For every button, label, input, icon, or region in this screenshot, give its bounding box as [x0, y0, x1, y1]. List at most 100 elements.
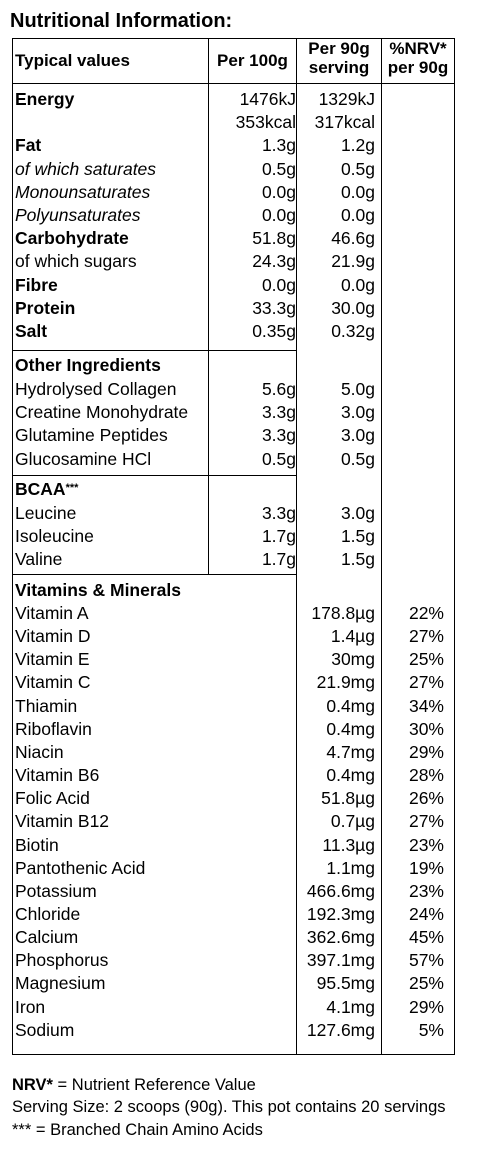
per-90g-value: 46.6g: [331, 228, 375, 249]
per-100g-value: 0.0g: [261, 274, 296, 295]
per-90g-value: 1.1mg: [326, 857, 375, 878]
nrv-percent: 45%: [408, 927, 444, 948]
nrv-footnote: NRV* = Nutrient Reference Value: [12, 1074, 256, 1096]
section-divider: [13, 350, 296, 351]
per-100g-value: 1476kJ: [239, 89, 296, 109]
per-100g-value: 51.8g: [252, 228, 296, 249]
per-90g-value: 0.7µg: [330, 811, 375, 832]
per-100g-value: 33.3g: [252, 297, 296, 318]
nutrition-row: of which sugars 24.3g 21.9g: [13, 250, 456, 273]
per-90g-value: 5.0g: [340, 379, 375, 399]
per-90g-value: 317kcal: [314, 112, 375, 133]
per-90g-value: 0.4mg: [326, 695, 375, 716]
per-100g-value: 1.7g: [261, 549, 296, 570]
page-title: Nutritional Information:: [10, 10, 233, 32]
vitamin-mineral-name: Sodium: [15, 1019, 75, 1040]
ingredient-row: Hydrolysed Collagen 5.6g 5.0g: [13, 378, 456, 401]
nutrient-name: Monounsaturates: [15, 181, 151, 202]
nutrient-name: of which saturates: [15, 158, 157, 179]
vitamin-mineral-row: Sodium 127.6mg 5%: [13, 1019, 456, 1042]
per-90g-value: 3.0g: [340, 503, 375, 523]
vitamin-mineral-row: Vitamin B6 0.4mg 28%: [13, 764, 456, 787]
nrv-percent: 26%: [408, 788, 444, 809]
per-90g-value: 1.5g: [340, 549, 375, 570]
nutrient-name: Salt: [15, 321, 48, 341]
per-90g-value: 0.4mg: [326, 765, 375, 786]
header-divider: [13, 83, 454, 84]
nutrition-row: Fat 1.3g 1.2g: [13, 134, 456, 157]
amino-acid-name: Valine: [15, 549, 63, 570]
nutrient-name: Energy: [15, 89, 75, 109]
vitamin-mineral-name: Calcium: [15, 927, 79, 948]
header-nrv: %NRV* per 90g: [382, 39, 454, 77]
section-divider: [13, 475, 296, 476]
nrv-percent: 5%: [418, 1019, 444, 1040]
per-90g-value: 30.0g: [331, 297, 375, 318]
per-90g-value: 30mg: [331, 649, 375, 670]
nutrient-name: of which sugars: [15, 251, 137, 272]
nutrition-row: 353kcal 317kcal: [13, 111, 456, 134]
serving-size-note: Serving Size: 2 scoops (90g). This pot c…: [12, 1098, 446, 1116]
per-90g-value: 51.8µg: [321, 788, 375, 809]
vitamin-mineral-row: Calcium 362.6mg 45%: [13, 926, 456, 949]
amino-acid-name: Leucine: [15, 503, 77, 523]
nutrient-name: Fibre: [15, 274, 58, 295]
per-90g-value: 362.6mg: [306, 927, 375, 948]
vitamin-mineral-name: Pantothenic Acid: [15, 857, 146, 878]
vitamin-mineral-name: Vitamin B6: [15, 765, 100, 786]
nrv-percent: 34%: [408, 695, 444, 716]
vitamin-mineral-name: Potassium: [15, 880, 97, 901]
header-per-90g-line1: Per 90g: [308, 39, 370, 58]
bcaa-heading-mark: ***: [65, 482, 79, 494]
per-100g-value: 3.3g: [261, 425, 296, 446]
header-nrv-line2: per 90g: [387, 58, 449, 77]
column-divider: [381, 39, 382, 1054]
per-90g-value: 0.0g: [340, 181, 375, 202]
per-90g-value: 0.0g: [340, 205, 375, 225]
nutrient-name: Carbohydrate: [15, 228, 129, 249]
nutrient-name: Polyunsaturates: [15, 205, 141, 225]
per-90g-value: 21.9mg: [316, 672, 375, 693]
per-90g-value: 1.4µg: [330, 626, 375, 647]
header-nrv-line1: %NRV*: [389, 39, 447, 58]
amino-acid-name: Isoleucine: [15, 526, 94, 547]
nrv-percent: 27%: [408, 811, 444, 832]
per-90g-value: 178.8µg: [311, 603, 375, 623]
per-100g-value: 24.3g: [252, 251, 296, 272]
nrv-percent: 29%: [408, 741, 444, 762]
nrv-definition: = Nutrient Reference Value: [52, 1076, 256, 1094]
vitamin-mineral-name: Thiamin: [15, 695, 78, 716]
vitamin-mineral-row: Chloride 192.3mg 24%: [13, 903, 456, 926]
vitamin-mineral-name: Vitamin C: [15, 672, 91, 693]
per-100g-value: 1.7g: [261, 526, 296, 547]
per-100g-value: 353kcal: [235, 112, 296, 133]
nutrition-row: Protein 33.3g 30.0g: [13, 297, 456, 320]
nutrition-row: of which saturates 0.5g 0.5g: [13, 158, 456, 181]
section-divider: [13, 574, 296, 575]
bcaa-heading-label: BCAA: [15, 479, 66, 499]
per-90g-value: 397.1mg: [306, 950, 375, 971]
nrv-percent: 25%: [408, 973, 444, 994]
vitamin-mineral-name: Riboflavin: [15, 718, 92, 739]
vitamin-mineral-row: Biotin 11.3µg 23%: [13, 834, 456, 857]
vitamins-minerals-heading: Vitamins & Minerals: [15, 580, 181, 600]
vitamin-mineral-name: Niacin: [15, 741, 64, 762]
vitamin-mineral-name: Biotin: [15, 834, 59, 855]
nrv-percent: 29%: [408, 996, 444, 1017]
column-divider: [208, 39, 209, 574]
per-100g-value: 0.35g: [252, 321, 296, 341]
nrv-percent: 22%: [408, 603, 444, 623]
nrv-percent: 28%: [408, 765, 444, 786]
per-100g-value: 3.3g: [261, 402, 296, 423]
vitamin-mineral-row: Potassium 466.6mg 23%: [13, 880, 456, 903]
nrv-percent: 27%: [408, 672, 444, 693]
column-divider: [296, 39, 297, 1054]
vitamin-mineral-name: Magnesium: [15, 973, 106, 994]
per-90g-value: 1.2g: [340, 135, 375, 156]
per-90g-value: 0.32g: [331, 321, 375, 341]
nutrient-name: Fat: [15, 135, 42, 156]
vitamin-mineral-row: Riboflavin 0.4mg 30%: [13, 718, 456, 741]
vitamin-mineral-name: Chloride: [15, 903, 81, 924]
nrv-percent: 24%: [408, 903, 444, 924]
per-90g-value: 1.5g: [340, 526, 375, 547]
